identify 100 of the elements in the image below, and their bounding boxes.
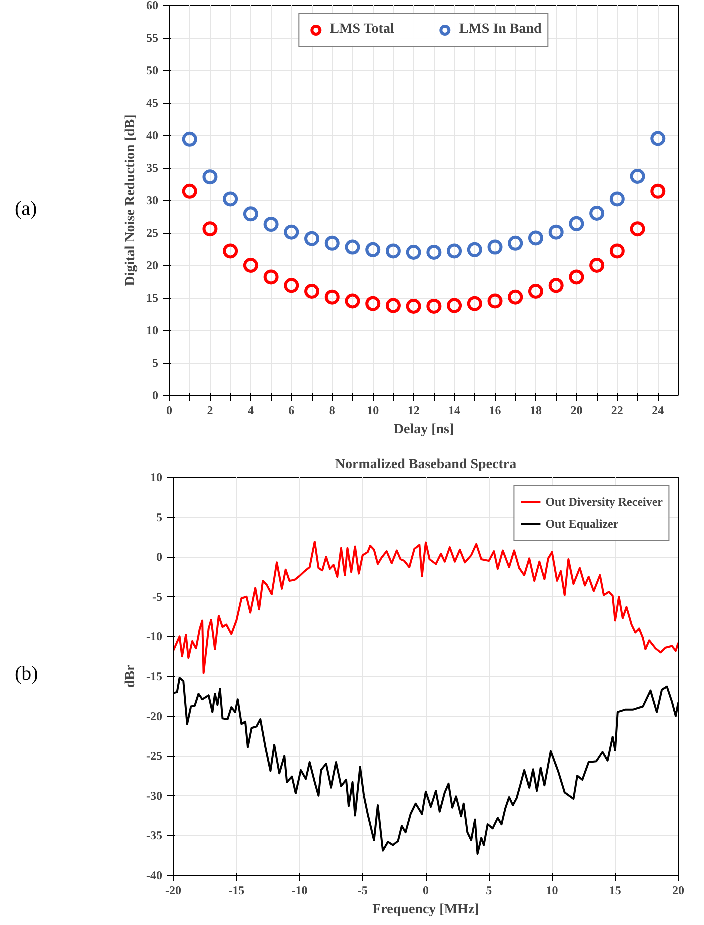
x-tick-label: 24 bbox=[652, 404, 664, 418]
point bbox=[569, 216, 584, 232]
legend-label: LMS In Band bbox=[459, 22, 542, 38]
x-tick-label: 10 bbox=[546, 884, 558, 898]
point bbox=[223, 192, 238, 207]
point bbox=[548, 278, 564, 294]
x-tick-label: 0 bbox=[423, 884, 429, 898]
point bbox=[386, 244, 401, 259]
point bbox=[488, 294, 503, 309]
point bbox=[426, 298, 442, 314]
x-tick-label: 20 bbox=[672, 884, 684, 898]
legend-label: Out Equalizer bbox=[546, 516, 619, 532]
point bbox=[528, 284, 544, 299]
point bbox=[508, 290, 524, 305]
point bbox=[202, 170, 218, 185]
y-tick-label: 5 bbox=[152, 356, 158, 370]
point bbox=[345, 294, 360, 309]
point bbox=[590, 258, 605, 273]
point bbox=[650, 131, 666, 146]
point bbox=[630, 168, 646, 184]
point bbox=[304, 284, 320, 299]
y-tick-label: -25 bbox=[146, 749, 163, 764]
x-tick-label: 10 bbox=[367, 404, 380, 418]
point bbox=[650, 184, 666, 199]
y-tick-label: 35 bbox=[146, 161, 158, 175]
point bbox=[324, 290, 340, 305]
y-tick-label: -15 bbox=[146, 670, 163, 684]
y-tick-label: -10 bbox=[146, 630, 163, 644]
point bbox=[202, 222, 218, 237]
point bbox=[264, 270, 279, 285]
point bbox=[284, 278, 300, 294]
y-tick-label: -20 bbox=[146, 709, 163, 724]
legend-label: Out Diversity Receiver bbox=[546, 494, 663, 510]
point bbox=[243, 206, 258, 222]
point bbox=[508, 236, 524, 251]
y-axis-title: dBr bbox=[124, 664, 139, 688]
point bbox=[630, 222, 646, 237]
point bbox=[467, 242, 482, 258]
y-tick-label: 45 bbox=[146, 96, 158, 110]
x-tick-label: 6 bbox=[288, 404, 295, 418]
x-tick-label: -10 bbox=[292, 884, 308, 898]
point bbox=[182, 184, 198, 199]
x-tick-label: 18 bbox=[530, 404, 542, 418]
point bbox=[284, 224, 300, 240]
chart-title: Normalized Baseband Spectra bbox=[335, 458, 517, 472]
x-tick-label: 2 bbox=[207, 404, 214, 418]
point bbox=[528, 230, 544, 246]
point bbox=[447, 244, 462, 259]
point bbox=[243, 258, 258, 273]
x-tick-label: 20 bbox=[570, 404, 583, 418]
y-tick-label: 15 bbox=[146, 291, 158, 305]
x-tick-label: -20 bbox=[166, 884, 182, 898]
y-axis-title: Digital Noise Reduction [dB] bbox=[124, 114, 138, 286]
y-tick-label: -30 bbox=[146, 788, 163, 803]
text: (a) bbox=[15, 197, 38, 222]
point bbox=[488, 240, 503, 255]
x-tick-label: -15 bbox=[228, 884, 245, 898]
y-tick-label: 20 bbox=[146, 258, 158, 272]
point bbox=[366, 296, 381, 312]
y-tick-label: -40 bbox=[146, 868, 163, 882]
y-tick-label: -35 bbox=[146, 828, 163, 843]
point bbox=[304, 231, 320, 246]
point bbox=[447, 298, 462, 314]
x-tick-label: 14 bbox=[448, 404, 461, 418]
x-tick-label: -5 bbox=[358, 884, 368, 898]
point bbox=[386, 298, 401, 314]
x-tick-label: 15 bbox=[609, 884, 622, 898]
point bbox=[345, 240, 360, 255]
point bbox=[590, 206, 605, 221]
x-axis-title: Delay [ns] bbox=[394, 422, 454, 438]
y-tick-label: -5 bbox=[152, 590, 163, 604]
point bbox=[264, 217, 279, 232]
y-tick-label: 30 bbox=[146, 194, 158, 208]
legend-label: LMS Total bbox=[330, 22, 394, 38]
point bbox=[406, 298, 422, 314]
x-axis-title: Frequency [MHz] bbox=[372, 902, 480, 918]
y-tick-label: 10 bbox=[146, 324, 158, 338]
point bbox=[548, 224, 564, 240]
point bbox=[182, 132, 198, 147]
y-tick-label: 60 bbox=[146, 0, 158, 12]
point bbox=[610, 244, 625, 259]
text: (b) bbox=[15, 662, 38, 687]
y-tick-label: 5 bbox=[156, 510, 162, 524]
point bbox=[366, 242, 381, 258]
y-tick-label: 10 bbox=[150, 470, 162, 484]
x-tick-label: 16 bbox=[489, 404, 502, 418]
point bbox=[324, 236, 340, 251]
point bbox=[223, 244, 238, 259]
y-tick-label: 0 bbox=[152, 388, 158, 402]
point bbox=[569, 270, 584, 285]
y-tick-label: 0 bbox=[156, 550, 162, 564]
point bbox=[426, 245, 442, 260]
x-tick-label: 22 bbox=[611, 404, 624, 418]
x-tick-label: 0 bbox=[166, 404, 172, 418]
x-tick-label: 8 bbox=[329, 404, 336, 418]
x-tick-label: 12 bbox=[408, 404, 420, 418]
point bbox=[406, 245, 422, 260]
y-tick-label: 25 bbox=[146, 226, 158, 240]
y-tick-label: 50 bbox=[146, 64, 158, 78]
y-tick-label: 40 bbox=[146, 128, 158, 142]
